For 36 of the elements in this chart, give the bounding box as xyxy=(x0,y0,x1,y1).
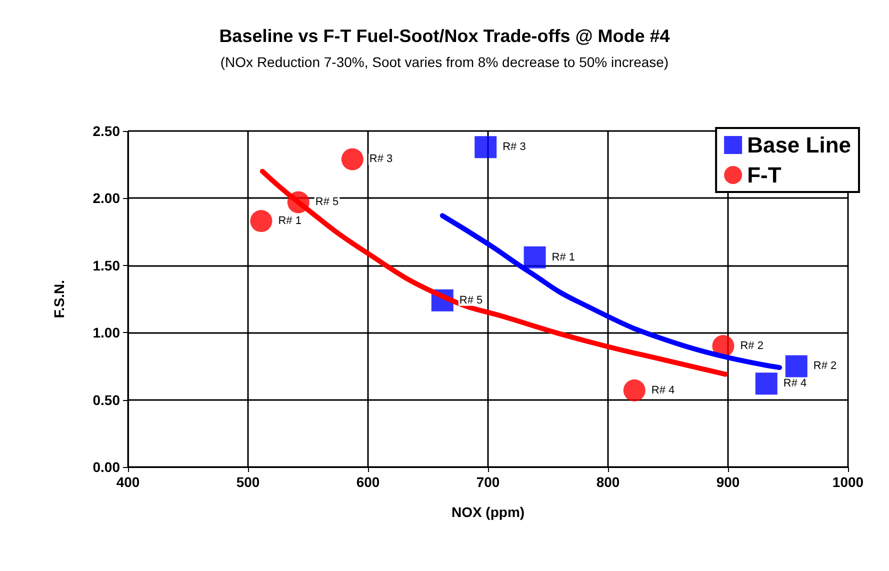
y-tick-label: 1.50 xyxy=(92,257,120,274)
point xyxy=(524,246,546,268)
annotation: R# 1 xyxy=(278,215,302,228)
x-tick-label: 1000 xyxy=(832,474,864,490)
x-tick-label: 800 xyxy=(596,474,620,490)
legend-label: F-T xyxy=(747,162,782,188)
annotation: R# 4 xyxy=(783,378,807,390)
y-tick-label: 0.50 xyxy=(92,392,120,408)
chart-subtitle: (NOx Reduction 7-30%, Soot varies from 8% decrease to 50% increase) xyxy=(220,54,669,70)
x-tick-label: 700 xyxy=(476,474,500,490)
annotation: R# 5 xyxy=(315,196,339,208)
annotation: R# 3 xyxy=(502,141,526,154)
x-tick-label: 900 xyxy=(716,474,740,490)
point xyxy=(341,148,364,170)
point xyxy=(623,379,646,402)
point xyxy=(474,136,497,158)
annotation: R# 5 xyxy=(459,294,483,306)
annotation: R# 1 xyxy=(552,251,576,264)
point xyxy=(755,372,778,395)
y-tick-label: 1.00 xyxy=(92,324,120,341)
y-tick-label: 0.00 xyxy=(92,459,120,475)
legend-label: Base Line xyxy=(747,132,852,158)
point xyxy=(785,355,808,378)
x-tick-label: 400 xyxy=(116,474,140,490)
annotation: R# 3 xyxy=(369,153,393,166)
chart-title: Baseline vs F-T Fuel-Soot/Nox Trade-offs @ Mode #4 xyxy=(219,26,670,46)
x-tick-label: 600 xyxy=(356,474,380,490)
y-axis-title: F.S.N. xyxy=(51,280,67,318)
x-tick-label: 500 xyxy=(236,474,260,490)
annotation: R# 2 xyxy=(740,340,764,352)
annotation: R# 4 xyxy=(651,384,675,396)
point xyxy=(250,210,272,232)
x-axis-title: NOX (ppm) xyxy=(451,504,525,520)
y-tick-label: 2.00 xyxy=(92,190,120,206)
annotation: R# 2 xyxy=(813,360,837,372)
y-tick-label: 2.50 xyxy=(92,123,120,139)
